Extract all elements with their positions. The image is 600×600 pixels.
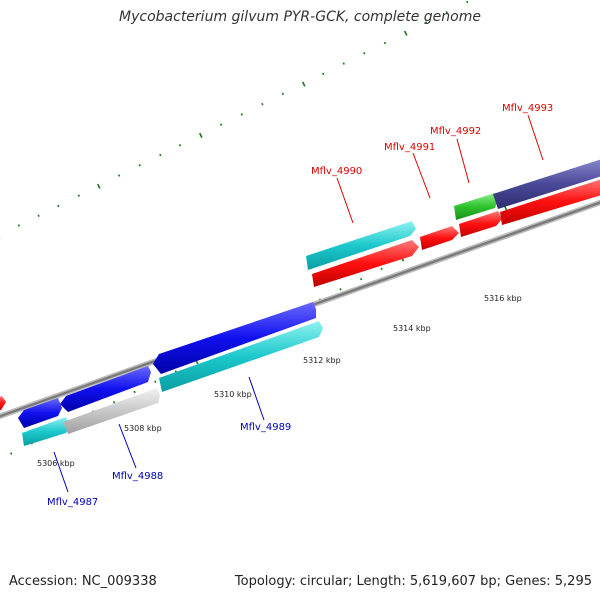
gene-arrow-mflv-4987[interactable] xyxy=(22,417,70,446)
gene-arrow-mflv-4992[interactable] xyxy=(454,193,497,220)
scale-labels: 5306 kbp 5308 kbp 5310 kbp 5312 kbp 5314… xyxy=(37,294,522,468)
scale-label-5308: 5308 kbp xyxy=(124,424,162,433)
gene-arrow-mflv-4987-upper[interactable] xyxy=(18,398,62,428)
gene-arrow-mflv-4990-red[interactable] xyxy=(312,240,419,287)
gene-arrow-mflv-4989-blue[interactable] xyxy=(153,302,316,374)
gene-arrow-mflv-4992-red[interactable] xyxy=(459,211,502,237)
gene-label-mflv-4993[interactable]: Mflv_4993 xyxy=(502,103,553,114)
gene-arrow-mflv-4988[interactable] xyxy=(63,388,160,434)
page-title: Mycobacterium gilvum PYR-GCK, complete g… xyxy=(119,9,481,25)
gene-label-mflv-4992[interactable]: Mflv_4992 xyxy=(430,126,481,137)
scale-label-5316: 5316 kbp xyxy=(484,294,522,303)
gene-label-mflv-4987[interactable]: Mflv_4987 xyxy=(47,497,98,508)
gene-arrow-partial[interactable] xyxy=(0,396,6,411)
genome-summary-text: Topology: circular; Length: 5,619,607 bp… xyxy=(234,574,592,589)
gene-label-mflv-4991[interactable]: Mflv_4991 xyxy=(384,142,435,153)
gene-arrow-blue-2[interactable] xyxy=(60,366,151,412)
gene-label-mflv-4989[interactable]: Mflv_4989 xyxy=(240,422,291,433)
scale-label-5314: 5314 kbp xyxy=(393,324,431,333)
gene-arrow-mflv-4989[interactable] xyxy=(159,321,323,392)
scale-label-5310: 5310 kbp xyxy=(214,390,252,399)
tick-marks xyxy=(0,0,469,239)
gene-arrow-mflv-4993-red[interactable] xyxy=(500,178,600,225)
label-leaders xyxy=(53,114,544,493)
gene-arrow-mflv-4993[interactable] xyxy=(493,158,600,209)
gene-arrow-mflv-4991[interactable] xyxy=(420,226,459,250)
scale-label-5306: 5306 kbp xyxy=(37,459,75,468)
gene-arrow-mflv-4990[interactable] xyxy=(306,221,416,270)
gene-labels[interactable]: Mflv_4987 Mflv_4988 Mflv_4989 Mflv_4990 … xyxy=(47,103,553,508)
gene-features[interactable] xyxy=(0,158,600,446)
scale-label-5312: 5312 kbp xyxy=(303,356,341,365)
accession-text: Accession: NC_009338 xyxy=(9,574,157,589)
tick-row-upper xyxy=(0,0,469,239)
gene-label-mflv-4990[interactable]: Mflv_4990 xyxy=(311,166,362,177)
gene-label-mflv-4988[interactable]: Mflv_4988 xyxy=(112,471,163,482)
